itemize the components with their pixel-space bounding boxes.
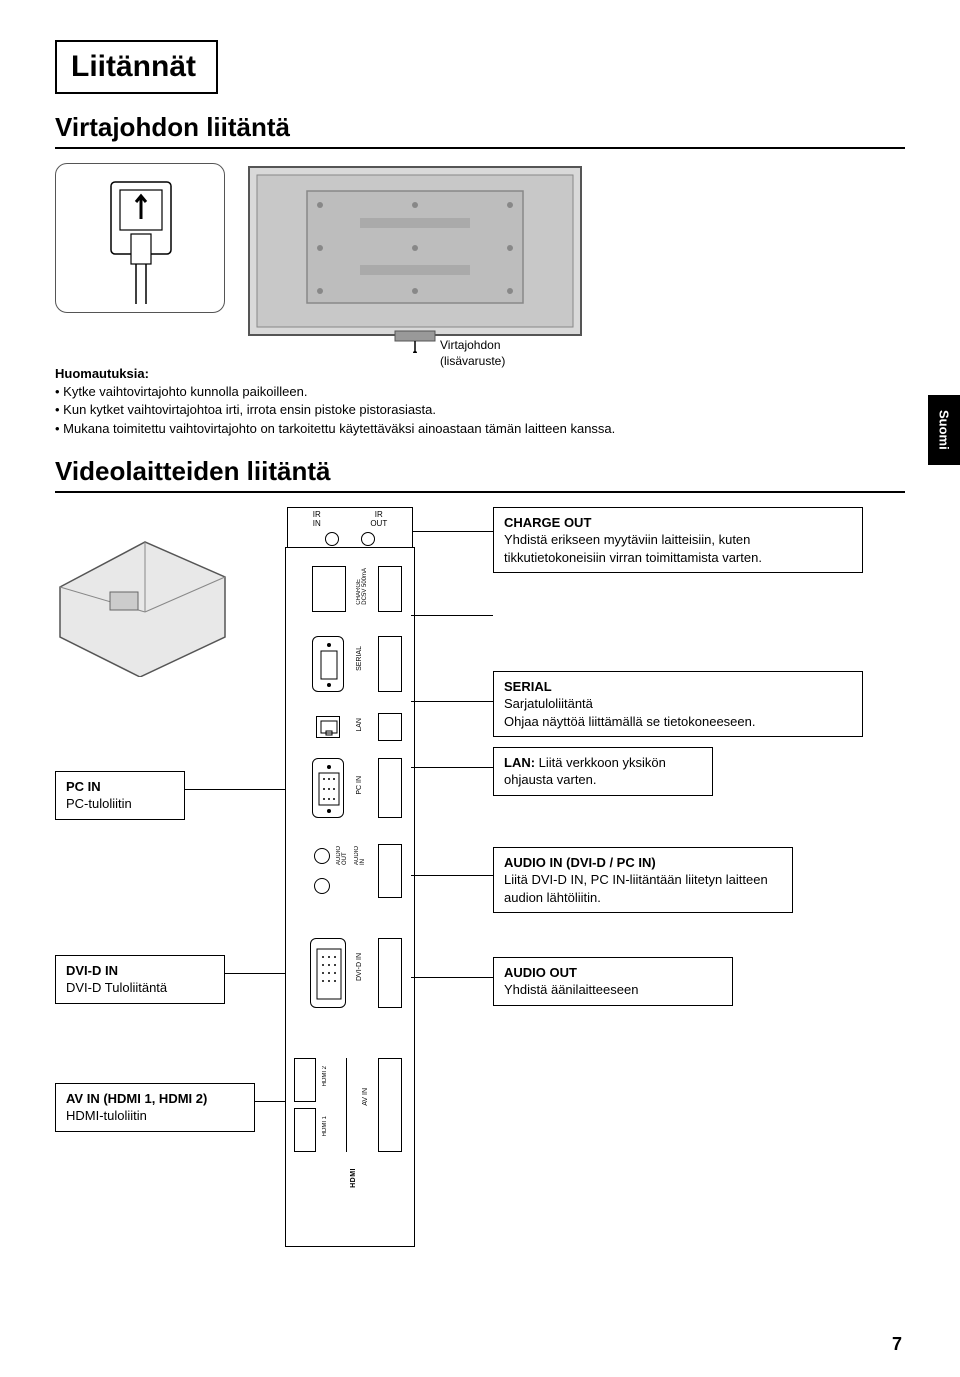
page-title: Liitännät	[71, 50, 196, 84]
serial-port-icon	[312, 636, 344, 692]
connection-diagram: IR IN IR OUT CHARGE DC5V 500mA SERIAL	[55, 507, 905, 1297]
callout-pcin-hd: PC IN	[66, 778, 174, 796]
title-box: Liitännät	[55, 40, 218, 94]
callout-charge-hd: CHARGE OUT	[504, 514, 852, 532]
callout-serial: SERIAL Sarjatuloliitäntä Ohjaa näyttöä l…	[493, 671, 863, 738]
ir-out-jack	[361, 532, 375, 546]
hdmi1-port-icon	[294, 1108, 316, 1152]
audio-in-label: AUDIO IN	[354, 846, 366, 865]
plug-figure	[55, 163, 225, 313]
pcin-label: PC IN	[356, 776, 363, 795]
avin-slot-icon	[378, 1058, 402, 1152]
callout-dvid-hd: DVI-D IN	[66, 962, 214, 980]
hdmi-bracket	[346, 1058, 356, 1152]
ir-out-label: IR OUT	[370, 510, 387, 528]
callout-dvid-body: DVI-D Tuloliitäntä	[66, 979, 214, 997]
pcin-port-icon	[312, 758, 344, 818]
charge-label: CHARGE DC5V 500mA	[356, 568, 368, 605]
callout-audioin-body: Liitä DVI-D IN, PC IN-liitäntään liitety…	[504, 871, 782, 906]
line-audioout	[411, 977, 493, 979]
section-heading-1: Virtajohdon liitäntä	[55, 112, 905, 149]
charge-slot-icon	[378, 566, 402, 612]
callout-serial-body: Sarjatuloliitäntä Ohjaa näyttöä liittämä…	[504, 695, 852, 730]
note-2: • Kun kytket vaihtovirtajohtoa irti, irr…	[55, 401, 905, 419]
tv-back-figure: Virtajohdon (lisävaruste)	[245, 163, 585, 353]
charge-port-icon	[312, 566, 346, 612]
audio-in-jack	[314, 878, 330, 894]
serial-slot-icon	[378, 636, 402, 692]
line-audioin	[411, 875, 493, 877]
notes-block: Huomautuksia: • Kytke vaihtovirtajohto k…	[55, 365, 905, 438]
ir-in-label: IR IN	[313, 510, 321, 528]
callout-avin-body: HDMI-tuloliitin	[66, 1107, 244, 1125]
ir-in-jack	[325, 532, 339, 546]
line-ir	[413, 531, 493, 533]
plug-caption: Virtajohdon (lisävaruste)	[440, 338, 505, 369]
callout-pcin: PC IN PC-tuloliitin	[55, 771, 185, 820]
lan-port-icon	[316, 716, 340, 738]
plug-svg	[56, 164, 226, 314]
callout-charge-body: Yhdistä erikseen myytäviin laitteisiin, …	[504, 531, 852, 566]
hdmi2-port-icon	[294, 1058, 316, 1102]
connector-panel: CHARGE DC5V 500mA SERIAL LAN	[285, 547, 415, 1247]
callout-serial-hd: SERIAL	[504, 678, 852, 696]
callout-audioin: AUDIO IN (DVI-D / PC IN) Liitä DVI-D IN,…	[493, 847, 793, 914]
note-3: • Mukana toimitettu vaihtovirtajohto on …	[55, 420, 905, 438]
serial-label: SERIAL	[356, 646, 363, 671]
section-heading-2: Videolaitteiden liitäntä	[55, 456, 905, 493]
line-lan	[411, 767, 493, 769]
figure-row: Virtajohdon (lisävaruste)	[55, 163, 905, 353]
line-charge	[411, 615, 493, 617]
callout-audioout-body: Yhdistä äänilaitteeseen	[504, 981, 722, 999]
hdmi-logo: HDMI	[350, 1168, 357, 1188]
avin-label: AV IN	[362, 1088, 369, 1106]
lan-label: LAN	[356, 718, 363, 732]
lan-slot-icon	[378, 713, 402, 741]
callout-pcin-body: PC-tuloliitin	[66, 795, 174, 813]
line-avin	[255, 1101, 285, 1103]
callout-lan-hd: LAN:	[504, 755, 535, 770]
hdmi2-label: HDMI 2	[322, 1066, 328, 1086]
pcin-slot-icon	[378, 758, 402, 818]
language-tab: Suomi	[928, 395, 960, 465]
callout-lan: LAN: Liitä verkkoon yksikön ohjausta var…	[493, 747, 713, 796]
dvid-slot-icon	[378, 938, 402, 1008]
callout-avin-hd: AV IN (HDMI 1, HDMI 2)	[66, 1090, 244, 1108]
callout-audioout: AUDIO OUT Yhdistä äänilaitteeseen	[493, 957, 733, 1006]
audio-out-label: AUDIO OUT	[336, 846, 348, 865]
audio-out-jack	[314, 848, 330, 864]
side-panel-illustration	[55, 537, 230, 677]
callout-dvid: DVI-D IN DVI-D Tuloliitäntä	[55, 955, 225, 1004]
callout-avin: AV IN (HDMI 1, HDMI 2) HDMI-tuloliitin	[55, 1083, 255, 1132]
line-dvid	[225, 973, 285, 975]
note-1: • Kytke vaihtovirtajohto kunnolla paikoi…	[55, 383, 905, 401]
dvid-label: DVI-D IN	[356, 953, 363, 981]
hdmi1-label: HDMI 1	[322, 1116, 328, 1136]
line-pcin	[185, 789, 285, 791]
dvid-port-icon	[310, 938, 346, 1008]
line-serial	[411, 701, 493, 703]
callout-audioout-hd: AUDIO OUT	[504, 964, 722, 982]
tv-back-svg	[245, 163, 585, 353]
callout-charge: CHARGE OUT Yhdistä erikseen myytäviin la…	[493, 507, 863, 574]
audio-slot-icon	[378, 844, 402, 898]
page-number: 7	[892, 1334, 902, 1355]
page: Liitännät Virtajohdon liitäntä	[0, 0, 960, 1377]
callout-audioin-hd: AUDIO IN (DVI-D / PC IN)	[504, 854, 782, 872]
